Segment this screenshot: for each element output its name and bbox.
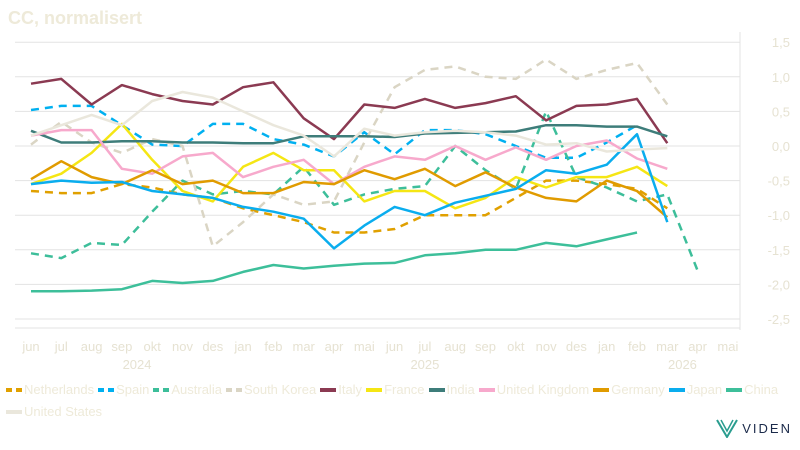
legend-item[interactable]: India [428, 380, 475, 400]
legend-swatch [478, 388, 495, 392]
legend-swatch [153, 388, 170, 392]
x-tick-label: sep [111, 339, 132, 354]
series-spain [30, 104, 638, 160]
year-label: 2025 [410, 357, 439, 372]
series-united-kingdom [30, 128, 668, 186]
viden-logo: VIDEN [716, 418, 792, 438]
legend-label: Netherlands [24, 382, 95, 397]
legend-item[interactable]: Japan [668, 380, 723, 400]
legend-label: Spain [116, 382, 150, 397]
legend-swatch [366, 388, 383, 392]
x-tick-label: jan [597, 339, 615, 354]
legend-item[interactable]: Italy [320, 380, 362, 400]
y-tick-label: -1,0 [768, 208, 790, 223]
series-italy [30, 77, 669, 144]
y-tick-label: 0,5 [772, 104, 790, 119]
x-tick-label: aug [444, 339, 466, 354]
y-tick-label: -1,5 [768, 243, 790, 258]
x-tick-label: jun [385, 339, 403, 354]
x-tick-label: mai [354, 339, 375, 354]
chart-title: CC, normalisert [8, 8, 143, 28]
x-tick-label: des [202, 339, 223, 354]
legend-swatch [428, 388, 445, 392]
legend-item[interactable]: Australia [153, 380, 222, 400]
legend-label: United States [24, 404, 103, 419]
x-tick-label: apr [325, 339, 344, 354]
series-australia [30, 110, 699, 272]
legend-swatch [593, 388, 610, 392]
legend-item[interactable]: Germany [593, 380, 665, 400]
legend-item[interactable]: United States [6, 402, 102, 422]
legend-item[interactable]: China [726, 380, 778, 400]
y-tick-label: 0,0 [772, 139, 790, 154]
series-germany [30, 159, 669, 219]
x-tick-label: apr [688, 339, 707, 354]
legend-label: South Korea [243, 382, 317, 397]
x-tick-label: feb [628, 339, 646, 354]
logo-text: VIDEN [742, 420, 792, 436]
x-tick-label: okt [144, 339, 162, 354]
legend-swatch [668, 388, 685, 392]
legend-swatch [6, 410, 22, 414]
legend-item[interactable]: Netherlands [6, 380, 94, 400]
year-label: 2026 [668, 357, 697, 372]
legend-label: Australia [171, 382, 222, 397]
legend-swatch [225, 388, 242, 392]
legend-item[interactable]: United Kingdom [478, 380, 590, 400]
x-tick-label: jun [21, 339, 39, 354]
legend-label: Germany [611, 382, 665, 397]
x-tick-label: mar [293, 339, 316, 354]
series-india [30, 123, 668, 145]
x-tick-label: nov [172, 339, 193, 354]
x-tick-label: jan [233, 339, 251, 354]
legend-label: France [384, 382, 425, 397]
legend-label: United Kingdom [496, 382, 590, 397]
y-tick-label: -2,0 [768, 277, 790, 292]
legend: Netherlands Spain Australia South Korea Ital… [6, 378, 786, 422]
legend-item[interactable]: Spain [98, 380, 149, 400]
x-tick-label: mai [717, 339, 738, 354]
x-tick-label: sep [475, 339, 496, 354]
legend-label: Japan [686, 382, 723, 397]
legend-item[interactable]: South Korea [225, 380, 317, 400]
series-china [31, 231, 638, 293]
x-tick-label: aug [81, 339, 103, 354]
series-south-korea [30, 58, 669, 248]
y-tick-label: 1,5 [772, 35, 790, 50]
series-japan [30, 132, 669, 250]
series-united-states [30, 90, 668, 158]
x-tick-label: okt [507, 339, 525, 354]
legend-label: India [446, 382, 475, 397]
y-tick-label: -2,5 [768, 312, 790, 327]
legend-swatch [6, 388, 22, 392]
x-tick-label: jul [417, 339, 431, 354]
legend-swatch [726, 388, 743, 392]
x-tick-label: nov [536, 339, 557, 354]
y-tick-label: -0,5 [768, 174, 790, 189]
x-tick-label: des [566, 339, 587, 354]
y-tick-label: 1,0 [772, 70, 790, 85]
x-tick-label: jul [54, 339, 68, 354]
logo-icon [716, 419, 739, 438]
x-tick-label: mar [656, 339, 679, 354]
x-tick-label: feb [264, 339, 282, 354]
legend-label: Italy [338, 382, 363, 397]
legend-label: China [744, 382, 779, 397]
legend-item[interactable]: France [366, 380, 425, 400]
series-netherlands [30, 179, 668, 234]
legend-swatch [98, 388, 115, 392]
legend-swatch [320, 388, 337, 392]
year-label: 2024 [123, 357, 152, 372]
